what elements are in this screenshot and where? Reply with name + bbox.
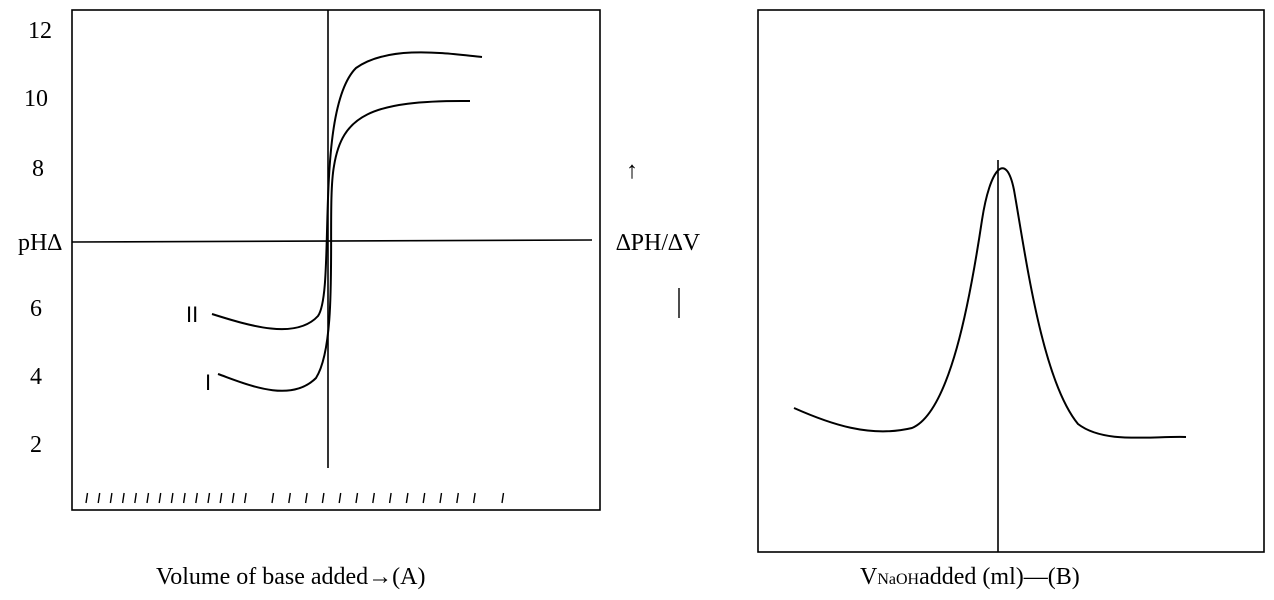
curve-ii <box>211 51 483 331</box>
x-tick <box>231 492 235 504</box>
x-axis-ticks <box>85 492 505 504</box>
x-tick <box>182 492 186 504</box>
x-tick <box>422 492 426 504</box>
panel-b-frame <box>757 9 1265 553</box>
x-tick <box>146 492 150 504</box>
y-axis-label: pH∆ <box>18 230 62 256</box>
x-axis-label: Volume of base added→(A) <box>156 564 425 590</box>
x-label-main: V <box>860 564 878 590</box>
y-tick-label: 2 <box>30 432 42 458</box>
x-tick <box>170 492 174 504</box>
series-label-ii: II <box>186 302 198 327</box>
x-tick <box>158 492 162 504</box>
x-tick <box>355 492 359 504</box>
x-tick <box>456 492 459 504</box>
panel-a: 12 10 8 6 4 2 pH∆ II I Volume of base ad… <box>18 9 601 590</box>
x-tick <box>388 492 392 504</box>
curve-i <box>217 99 471 392</box>
y-tick-label: 12 <box>28 18 52 44</box>
series-label-i: I <box>205 370 211 395</box>
x-tick <box>109 492 113 504</box>
x-tick <box>372 492 375 504</box>
x-axis-label-b: VNaOHadded (ml)—(B) <box>860 564 1080 590</box>
panel-b: VNaOHadded (ml)—(B) <box>757 9 1265 590</box>
x-tick <box>121 492 125 504</box>
x-tick <box>134 492 137 504</box>
panel-a-frame <box>71 9 601 511</box>
y-tick-label: 10 <box>24 86 48 112</box>
x-tick <box>338 492 342 504</box>
x-tick <box>304 492 308 504</box>
y-tick-label: 4 <box>30 364 42 390</box>
x-tick <box>85 492 89 504</box>
x-tick <box>501 492 505 504</box>
x-tick <box>288 492 291 504</box>
x-label-sub: NaOH <box>877 571 919 588</box>
x-tick <box>219 492 223 504</box>
x-tick <box>472 492 476 504</box>
x-tick <box>195 492 198 504</box>
x-tick <box>207 492 211 504</box>
x-label-rest: added (ml)—(B) <box>919 564 1080 590</box>
y-tick-label: 6 <box>30 296 42 322</box>
panel-b-y-axis-label: ∆PH/∆V <box>616 230 701 256</box>
derivative-curve <box>793 167 1187 439</box>
x-tick <box>271 492 275 504</box>
x-tick <box>243 492 247 504</box>
y-tick-label: 8 <box>32 156 44 182</box>
x-tick <box>439 492 443 504</box>
x-tick <box>97 492 101 504</box>
x-tick <box>405 492 409 504</box>
y-arrow-glyph: ↑ <box>626 158 638 184</box>
x-tick <box>321 492 325 504</box>
